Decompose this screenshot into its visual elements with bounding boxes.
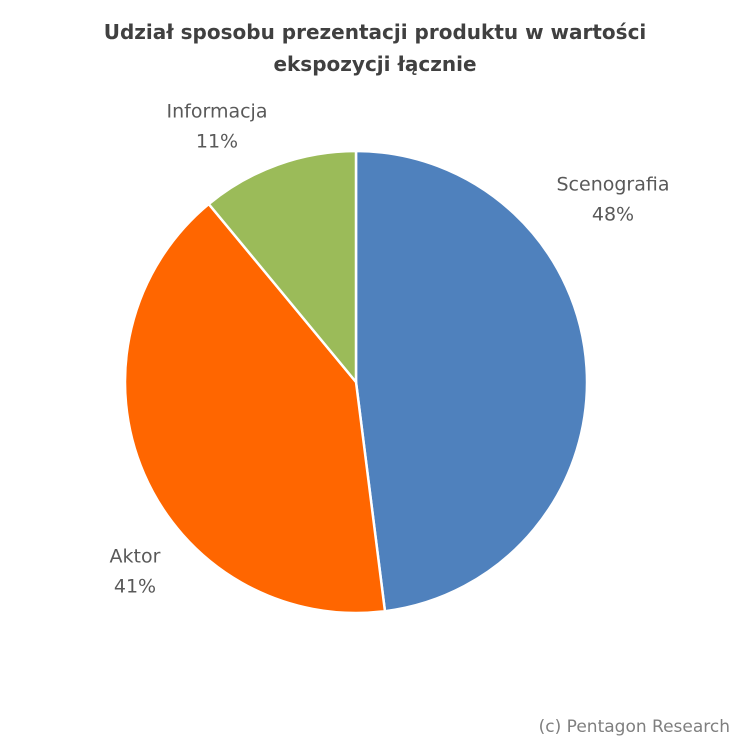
pie-slice <box>354 149 589 613</box>
slice-label: Scenografia <box>557 174 670 196</box>
pie-slice <box>123 202 387 615</box>
slice-value-label: 48% <box>592 204 634 226</box>
slice-value-label: 41% <box>114 576 156 598</box>
slice-value-label: 11% <box>196 131 238 153</box>
slice-label: Informacja <box>167 101 268 123</box>
chart-title: Udział sposobu prezentacji produktu w wa… <box>103 20 647 76</box>
annotation: (c) Pentagon Research <box>539 717 730 737</box>
pie-slice <box>206 149 358 386</box>
slice-label: Aktor <box>110 546 161 568</box>
